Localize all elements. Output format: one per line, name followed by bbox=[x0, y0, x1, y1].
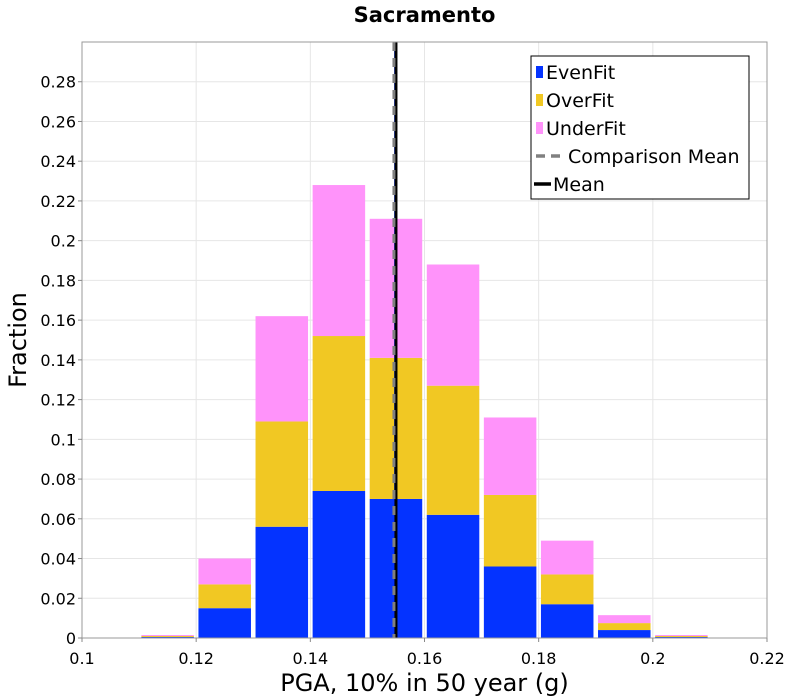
legend-swatch-underfit bbox=[536, 122, 543, 134]
x-axis-ticks: 0.1 0.12 0.14 0.16 0.18 0.2 0.22 bbox=[69, 638, 785, 668]
y-tick-label: 0.18 bbox=[40, 271, 76, 290]
bar-evenfit bbox=[255, 526, 309, 638]
x-tick-label: 0.12 bbox=[178, 649, 214, 668]
y-tick-label: 0.2 bbox=[51, 232, 76, 251]
chart-title: Sacramento bbox=[354, 3, 496, 27]
bars bbox=[141, 185, 708, 638]
legend-label: Mean bbox=[553, 174, 605, 196]
x-axis-title: PGA, 10% in 50 year (g) bbox=[280, 669, 569, 697]
legend-box bbox=[530, 55, 750, 200]
bar-underfit bbox=[426, 264, 480, 386]
x-tick-label: 0.2 bbox=[640, 649, 665, 668]
legend-label: UnderFit bbox=[546, 118, 626, 140]
y-tick-label: 0.22 bbox=[40, 192, 76, 211]
x-tick-label: 0.14 bbox=[293, 649, 329, 668]
x-tick-label: 0.18 bbox=[521, 649, 557, 668]
legend-swatch-evenfit bbox=[536, 66, 543, 78]
bar-overfit bbox=[426, 385, 480, 515]
bar-overfit bbox=[655, 636, 708, 638]
x-tick-label: 0.22 bbox=[749, 649, 785, 668]
bar-underfit bbox=[198, 558, 251, 585]
bar-overfit bbox=[141, 636, 194, 638]
y-axis-title: Fraction bbox=[4, 292, 32, 388]
y-tick-label: 0.24 bbox=[40, 152, 76, 171]
bar-evenfit bbox=[540, 604, 594, 638]
legend-label: OverFit bbox=[546, 90, 614, 112]
y-tick-label: 0.26 bbox=[40, 112, 76, 131]
bar-underfit bbox=[255, 316, 309, 422]
y-axis-ticks: 0 0.02 0.04 0.06 0.08 0.1 0.12 0.14 0.16 0.18 0.2 0… bbox=[40, 73, 82, 648]
bar-overfit bbox=[312, 336, 366, 491]
bar-evenfit bbox=[483, 566, 537, 638]
bar-overfit bbox=[540, 574, 594, 605]
bar-underfit bbox=[540, 540, 594, 575]
bar-overfit bbox=[483, 494, 537, 567]
bar-underfit bbox=[312, 185, 366, 337]
legend-label: EvenFit bbox=[546, 62, 615, 84]
y-tick-label: 0.28 bbox=[40, 73, 76, 92]
bar-overfit bbox=[198, 584, 251, 609]
bar-overfit bbox=[598, 623, 651, 631]
y-tick-label: 0.04 bbox=[40, 550, 76, 569]
bar-underfit bbox=[483, 417, 537, 495]
y-tick-label: 0.06 bbox=[40, 510, 76, 529]
bar-overfit bbox=[255, 421, 309, 527]
bar-evenfit bbox=[198, 608, 251, 638]
legend-label: Comparison Mean bbox=[568, 146, 740, 168]
x-tick-label: 0.1 bbox=[69, 649, 94, 668]
bar-evenfit bbox=[598, 630, 651, 638]
y-tick-label: 0.08 bbox=[40, 470, 76, 489]
bar-evenfit bbox=[426, 514, 480, 638]
mean-lines bbox=[392, 42, 398, 638]
x-tick-label: 0.16 bbox=[407, 649, 443, 668]
y-tick-label: 0.16 bbox=[40, 311, 76, 330]
y-tick-label: 0.1 bbox=[51, 430, 76, 449]
legend-swatch-overfit bbox=[536, 94, 543, 106]
y-tick-label: 0.02 bbox=[40, 589, 76, 608]
bar-underfit bbox=[598, 615, 651, 624]
legend: EvenFit OverFit UnderFit Comparison Mean Mea… bbox=[530, 55, 750, 200]
bar-evenfit bbox=[312, 490, 366, 638]
bar-underfit bbox=[655, 635, 708, 637]
bar-underfit bbox=[141, 635, 194, 637]
y-tick-label: 0 bbox=[66, 629, 76, 648]
y-tick-label: 0.12 bbox=[40, 391, 76, 410]
y-tick-label: 0.14 bbox=[40, 351, 76, 370]
